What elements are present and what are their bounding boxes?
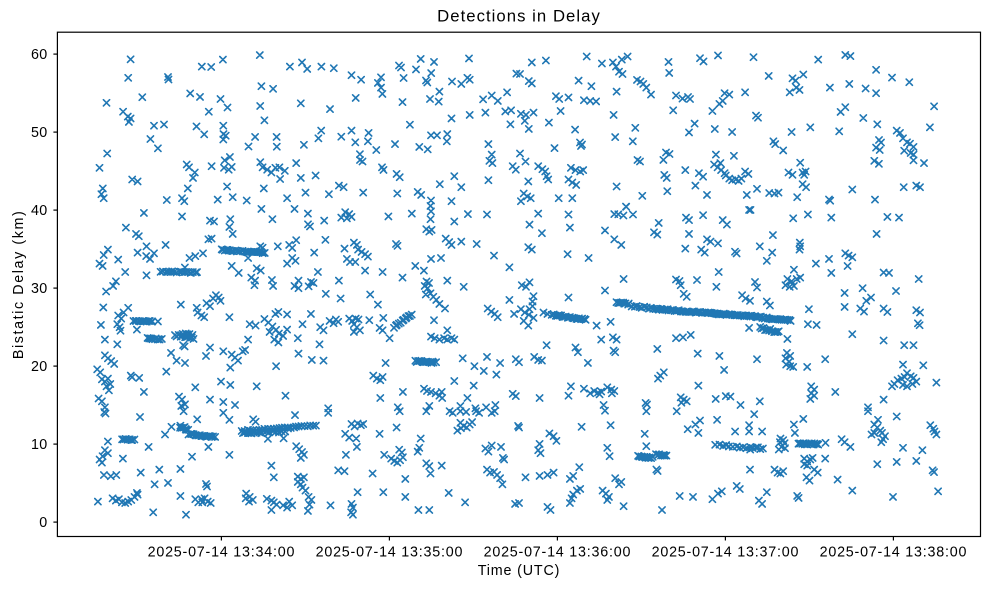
svg-text:50: 50 <box>31 125 48 141</box>
svg-text:2025-07-14 13:34:00: 2025-07-14 13:34:00 <box>148 545 296 561</box>
svg-text:30: 30 <box>31 281 48 297</box>
svg-text:40: 40 <box>31 203 48 219</box>
svg-text:0: 0 <box>39 515 47 531</box>
svg-text:60: 60 <box>31 47 48 63</box>
svg-text:Time (UTC): Time (UTC) <box>478 563 561 579</box>
svg-text:2025-07-14 13:35:00: 2025-07-14 13:35:00 <box>316 545 464 561</box>
svg-text:2025-07-14 13:37:00: 2025-07-14 13:37:00 <box>652 545 800 561</box>
svg-text:Bistatic Delay (km): Bistatic Delay (km) <box>11 210 27 360</box>
svg-text:Detections in Delay: Detections in Delay <box>437 7 601 26</box>
svg-text:2025-07-14 13:36:00: 2025-07-14 13:36:00 <box>484 545 632 561</box>
svg-text:2025-07-14 13:38:00: 2025-07-14 13:38:00 <box>820 545 968 561</box>
svg-text:20: 20 <box>31 359 48 375</box>
svg-text:10: 10 <box>31 437 48 453</box>
